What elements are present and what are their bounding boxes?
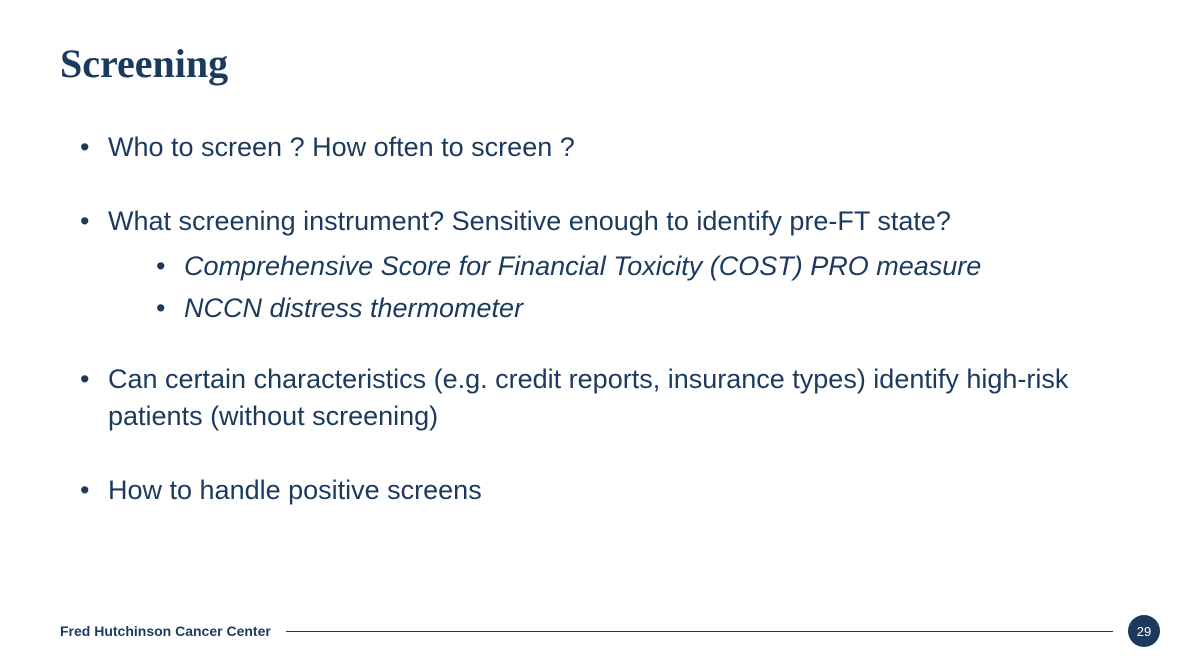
page-number: 29 xyxy=(1137,624,1151,639)
bullet-item: How to handle positive screens xyxy=(80,472,1140,508)
sub-bullet-text: NCCN distress thermometer xyxy=(184,293,523,323)
slide-container: Screening Who to screen ? How often to s… xyxy=(0,0,1200,667)
bullet-text: Can certain characteristics (e.g. credit… xyxy=(108,364,1068,430)
sub-bullet-item: NCCN distress thermometer xyxy=(156,290,1140,328)
bullet-item: Who to screen ? How often to screen ? xyxy=(80,129,1140,165)
bullet-text: Who to screen ? How often to screen ? xyxy=(108,132,575,162)
sub-bullet-item: Comprehensive Score for Financial Toxici… xyxy=(156,248,1140,286)
bullet-item: What screening instrument? Sensitive eno… xyxy=(80,203,1140,327)
footer-org: Fred Hutchinson Cancer Center xyxy=(60,623,271,639)
page-number-badge: 29 xyxy=(1128,615,1160,647)
slide-footer: Fred Hutchinson Cancer Center 29 xyxy=(60,615,1160,647)
bullet-list: Who to screen ? How often to screen ? Wh… xyxy=(60,129,1140,509)
sub-bullet-text: Comprehensive Score for Financial Toxici… xyxy=(184,251,981,281)
slide-title: Screening xyxy=(60,40,1140,87)
bullet-text: How to handle positive screens xyxy=(108,475,482,505)
bullet-item: Can certain characteristics (e.g. credit… xyxy=(80,361,1140,434)
footer-divider xyxy=(286,631,1113,632)
sub-bullet-list: Comprehensive Score for Financial Toxici… xyxy=(108,248,1140,328)
bullet-text: What screening instrument? Sensitive eno… xyxy=(108,206,951,236)
